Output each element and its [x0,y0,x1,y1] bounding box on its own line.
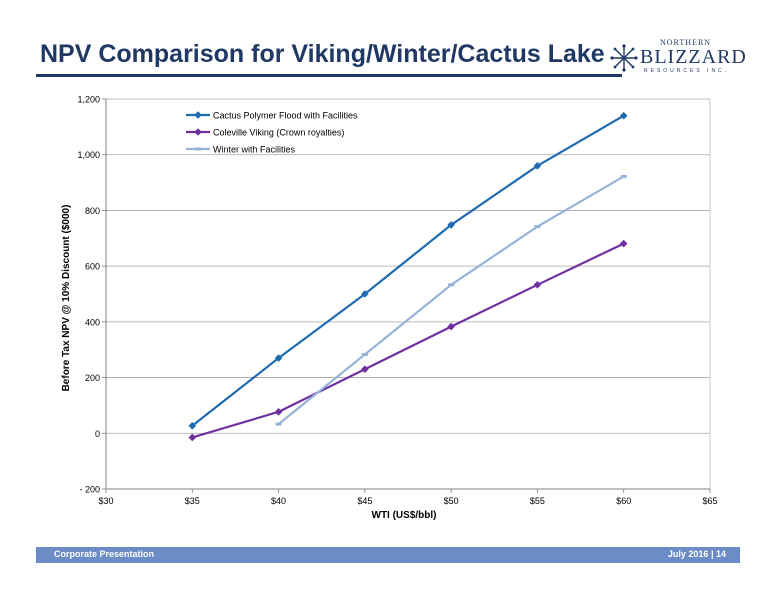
footer-date-page: July 2016 | 14 [668,549,726,559]
x-tick-label: $30 [98,496,113,506]
series-3 [275,174,627,426]
data-point [188,421,197,430]
data-point [533,162,542,170]
data-point [447,221,455,229]
x-tick-label: $40 [271,496,286,506]
footer-separator: | [710,549,714,559]
x-axis-label: WTI (US$/bbl) [372,510,437,521]
legend-label: Cactus Polymer Flood with Facilities [213,111,358,121]
x-tick-label: $35 [185,496,200,506]
data-point [274,408,283,416]
x-tick-label: $60 [616,496,631,506]
y-tick-label: 1,000 [77,150,100,160]
logo-top-text: NORTHERN [660,38,712,47]
footer-date: July 2016 [667,549,709,559]
y-tick-label: 0 [95,429,100,439]
data-point [620,174,627,178]
title-underline [36,74,622,77]
data-point [619,111,628,120]
data-point [194,111,202,119]
y-tick-label: 1,200 [77,95,100,105]
legend-entry: Winter with Facilities [186,145,296,155]
series-line [191,114,625,427]
chart-series [188,111,628,442]
chart-legend: Cactus Polymer Flood with Facilities Cole… [186,111,358,155]
data-point [274,354,283,362]
x-tick-label: $65 [702,496,717,506]
logo-main-text: BLIZZARD [640,46,747,68]
data-point [275,422,282,426]
series-2 [188,239,628,442]
chart-axes [102,98,711,493]
footer-bar: Corporate Presentation July 2016 | 14 [36,547,740,563]
logo-sub-text: RESOURCES INC. [644,68,730,74]
data-point [194,128,202,136]
data-point [447,322,455,331]
x-tick-label: $45 [357,496,372,506]
chart-tick-labels: - 200 0 200 400 600 800 1,000 1,200 $30 $35 $40 $45… [77,95,717,507]
data-point [448,283,455,287]
series-line [191,242,625,439]
snowflake-icon [610,44,638,72]
y-tick-label: 400 [85,317,100,327]
y-tick-label: 600 [85,262,100,272]
x-tick-label: $50 [444,496,459,506]
y-axis-label: Before Tax NPV @ 10% Discount ($000) [61,205,72,392]
plot-area-border [105,98,711,490]
data-point [195,147,201,151]
data-point [619,239,628,248]
y-tick-label: - 200 [79,485,100,495]
company-logo: NORTHERN BLIZZARD RESOURCES INC. [610,38,746,78]
chart-grid [106,98,710,490]
x-tick-label: $55 [530,496,545,506]
y-tick-label: 800 [85,206,100,216]
footer-page-number: 14 [715,549,726,559]
data-point [361,352,368,356]
page-title: NPV Comparison for Viking/Winter/Cactus … [40,40,605,68]
data-point [188,433,197,442]
data-point [534,225,541,229]
legend-label: Winter with Facilities [213,145,296,155]
footer-presentation-label: Corporate Presentation [54,549,155,559]
data-point [361,290,369,298]
legend-entry: Coleville Viking (Crown royalties) [186,128,344,138]
data-point [361,365,369,374]
data-point [533,281,542,289]
y-tick-label: 200 [85,373,100,383]
legend-label: Coleville Viking (Crown royalties) [213,128,344,138]
series-1 [188,111,628,430]
legend-entry: Cactus Polymer Flood with Facilities [186,111,358,121]
